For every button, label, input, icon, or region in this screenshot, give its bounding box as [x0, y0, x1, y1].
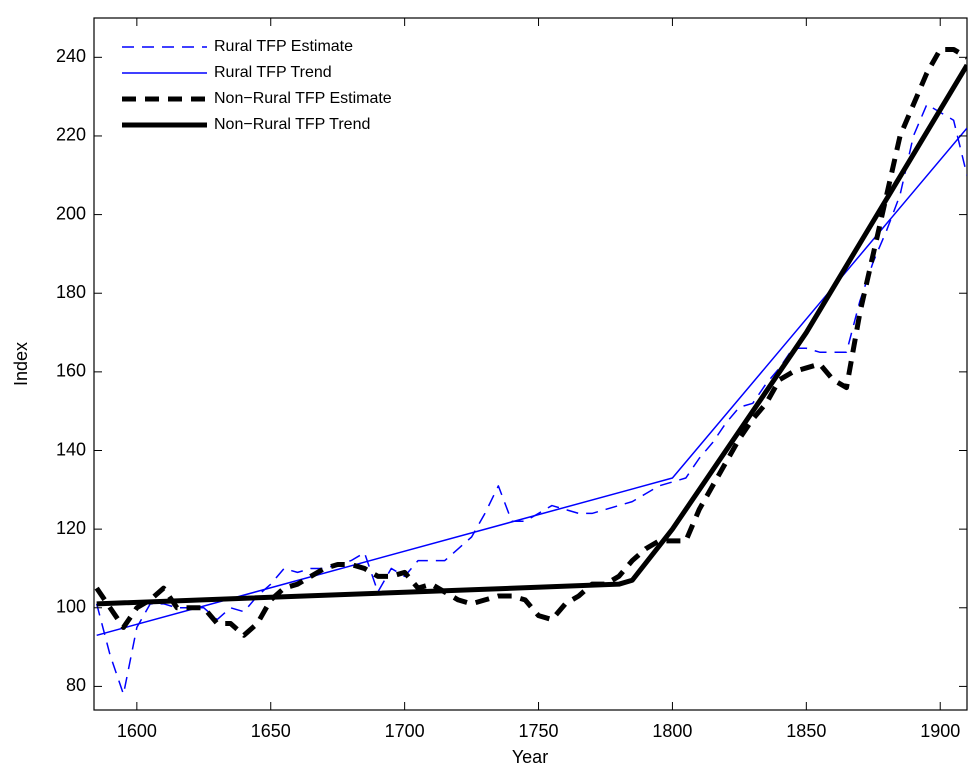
- plot-area: [94, 46, 967, 696]
- legend-label: Rural TFP Estimate: [214, 38, 353, 55]
- y-tick-label: 220: [56, 125, 86, 145]
- x-tick-label: 1700: [385, 721, 425, 741]
- series-line: [96, 63, 967, 607]
- legend-label: Non−Rural TFP Trend: [214, 116, 370, 133]
- plot-frame: [93, 17, 968, 711]
- y-tick-label: 180: [56, 282, 86, 302]
- x-tick-label: 1600: [117, 721, 157, 741]
- y-tick-label: 100: [56, 597, 86, 617]
- x-axis-label: Year: [512, 747, 548, 767]
- y-tick-label: 120: [56, 518, 86, 538]
- x-tick-label: 1900: [920, 721, 960, 741]
- series-line: [94, 46, 967, 638]
- y-axis-label: Index: [11, 342, 31, 386]
- axes: 1600 1650 1700 1750 1800 1850 1900 80 100 120 140 1…: [56, 18, 967, 741]
- y-tick-label: 240: [56, 46, 86, 66]
- x-tick-label: 1750: [519, 721, 559, 741]
- x-tick-label: 1650: [251, 721, 291, 741]
- series-line: [96, 127, 967, 637]
- legend-label: Non−Rural TFP Estimate: [214, 90, 392, 107]
- y-tick-label: 200: [56, 203, 86, 223]
- series-line: [95, 103, 967, 696]
- y-tick-label: 140: [56, 439, 86, 459]
- y-tick-label: 160: [56, 361, 86, 381]
- x-tick-label: 1850: [786, 721, 826, 741]
- x-tick-label: 1800: [652, 721, 692, 741]
- legend: Rural TFP Estimate Rural TFP Trend Non−Rur…: [122, 38, 392, 133]
- y-tick-label: 80: [66, 675, 86, 695]
- legend-label: Rural TFP Trend: [214, 64, 332, 81]
